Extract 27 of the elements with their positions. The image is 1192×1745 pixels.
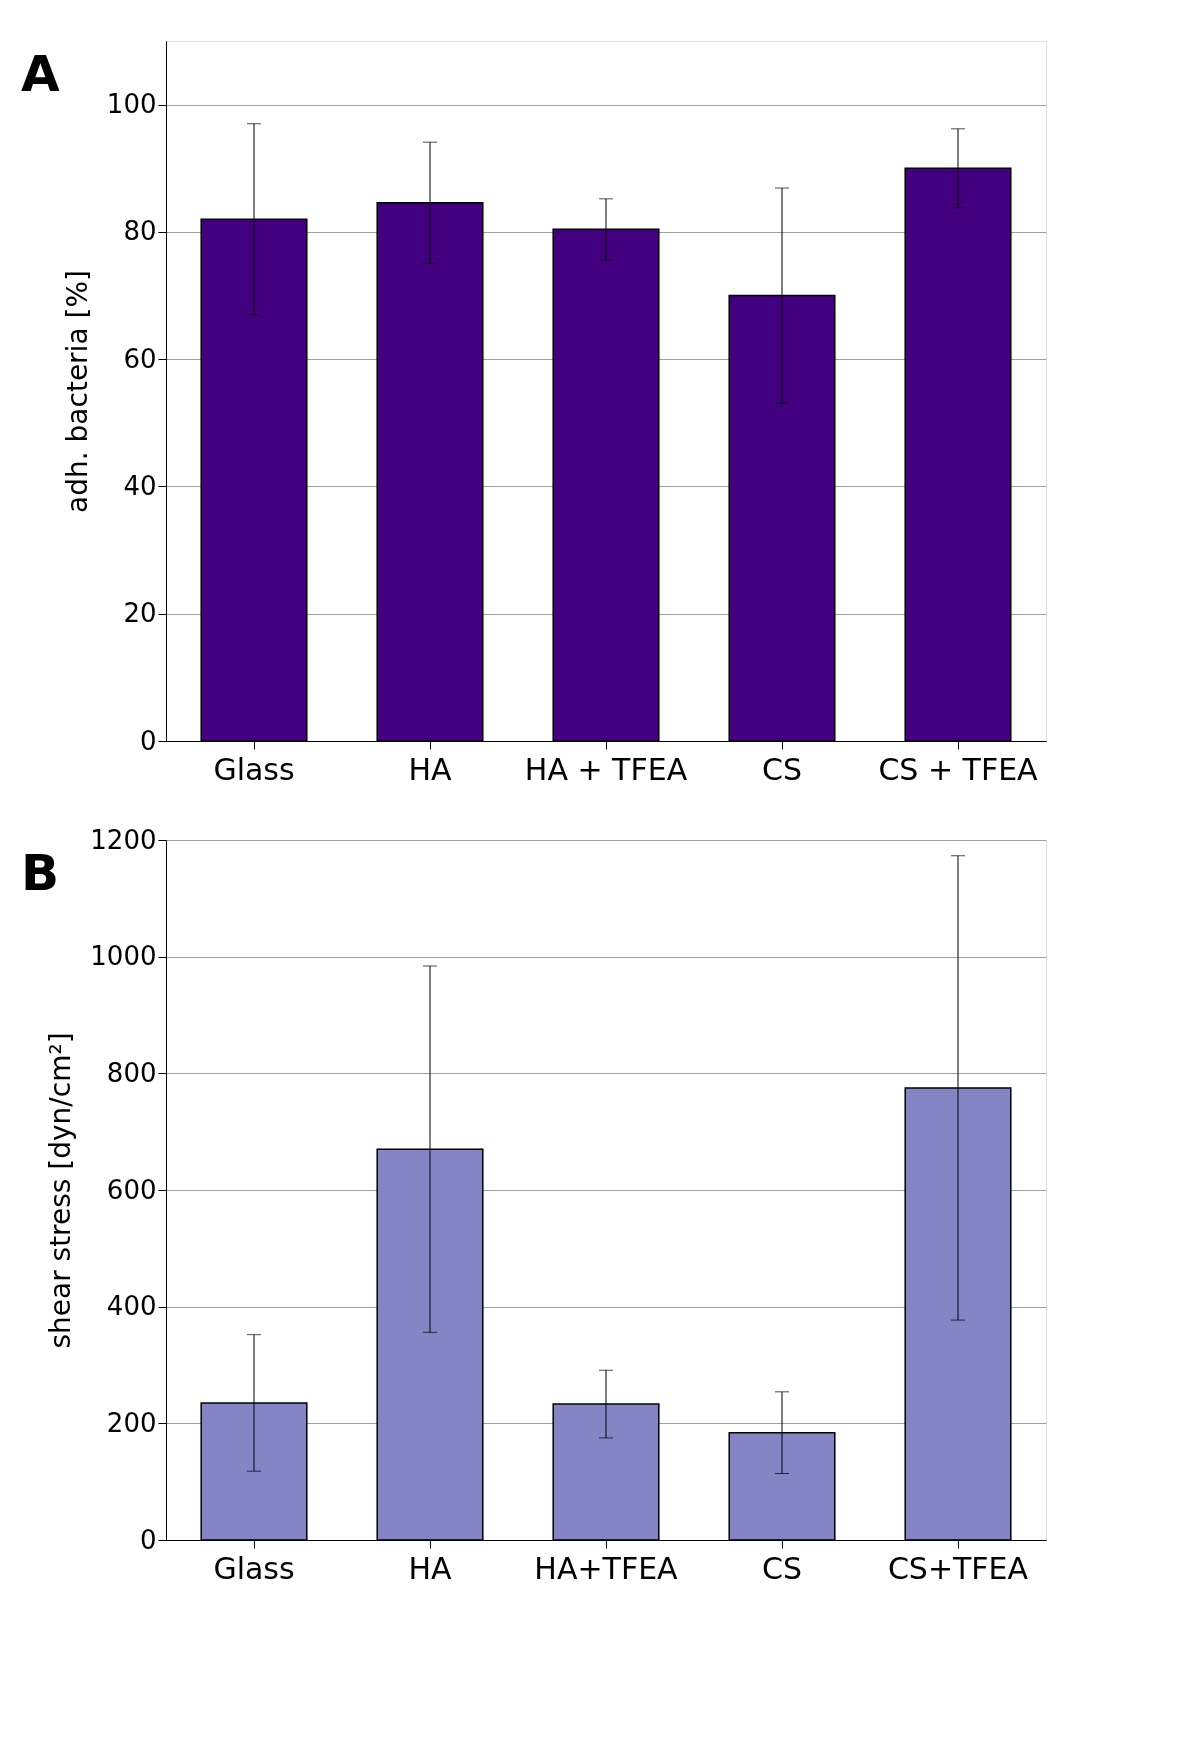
y-tick-label: 800 (106, 1057, 157, 1088)
x-tick-label: CS + TFEA (878, 751, 1039, 787)
y-axis-title: adh. bacteria [%] (60, 270, 94, 513)
y-tick-label: 40 (123, 470, 157, 501)
x-tick-label: HA+TFEA (534, 1550, 679, 1586)
y-tick-label: 400 (106, 1291, 157, 1322)
x-tick-label: Glass (213, 1550, 295, 1586)
x-tick-label: CS (762, 751, 802, 787)
y-tick-label: 60 (123, 343, 157, 374)
y-tick-label: 200 (106, 1407, 157, 1438)
x-tick-label: CS (762, 1550, 802, 1586)
y-tick-label: 0 (139, 1524, 157, 1555)
x-tick-label: Glass (213, 751, 295, 787)
y-tick-label: 600 (106, 1174, 157, 1205)
y-tick-label: 20 (123, 598, 157, 629)
x-tick-label: CS+TFEA (887, 1550, 1029, 1586)
text: A (21, 45, 60, 103)
x-tick-label: HA (408, 1550, 453, 1586)
text: B (21, 844, 60, 902)
y-tick-label: 80 (123, 216, 157, 247)
x-tick-label: HA + TFEA (524, 751, 688, 787)
y-tick-label: 100 (106, 89, 157, 120)
y-axis-title: shear stress [dyn/cm²] (44, 1032, 78, 1349)
y-tick-label: 1000 (90, 941, 157, 972)
x-tick-label: HA (408, 751, 453, 787)
y-tick-label: 1200 (90, 824, 157, 855)
y-tick-label: 0 (139, 725, 157, 756)
